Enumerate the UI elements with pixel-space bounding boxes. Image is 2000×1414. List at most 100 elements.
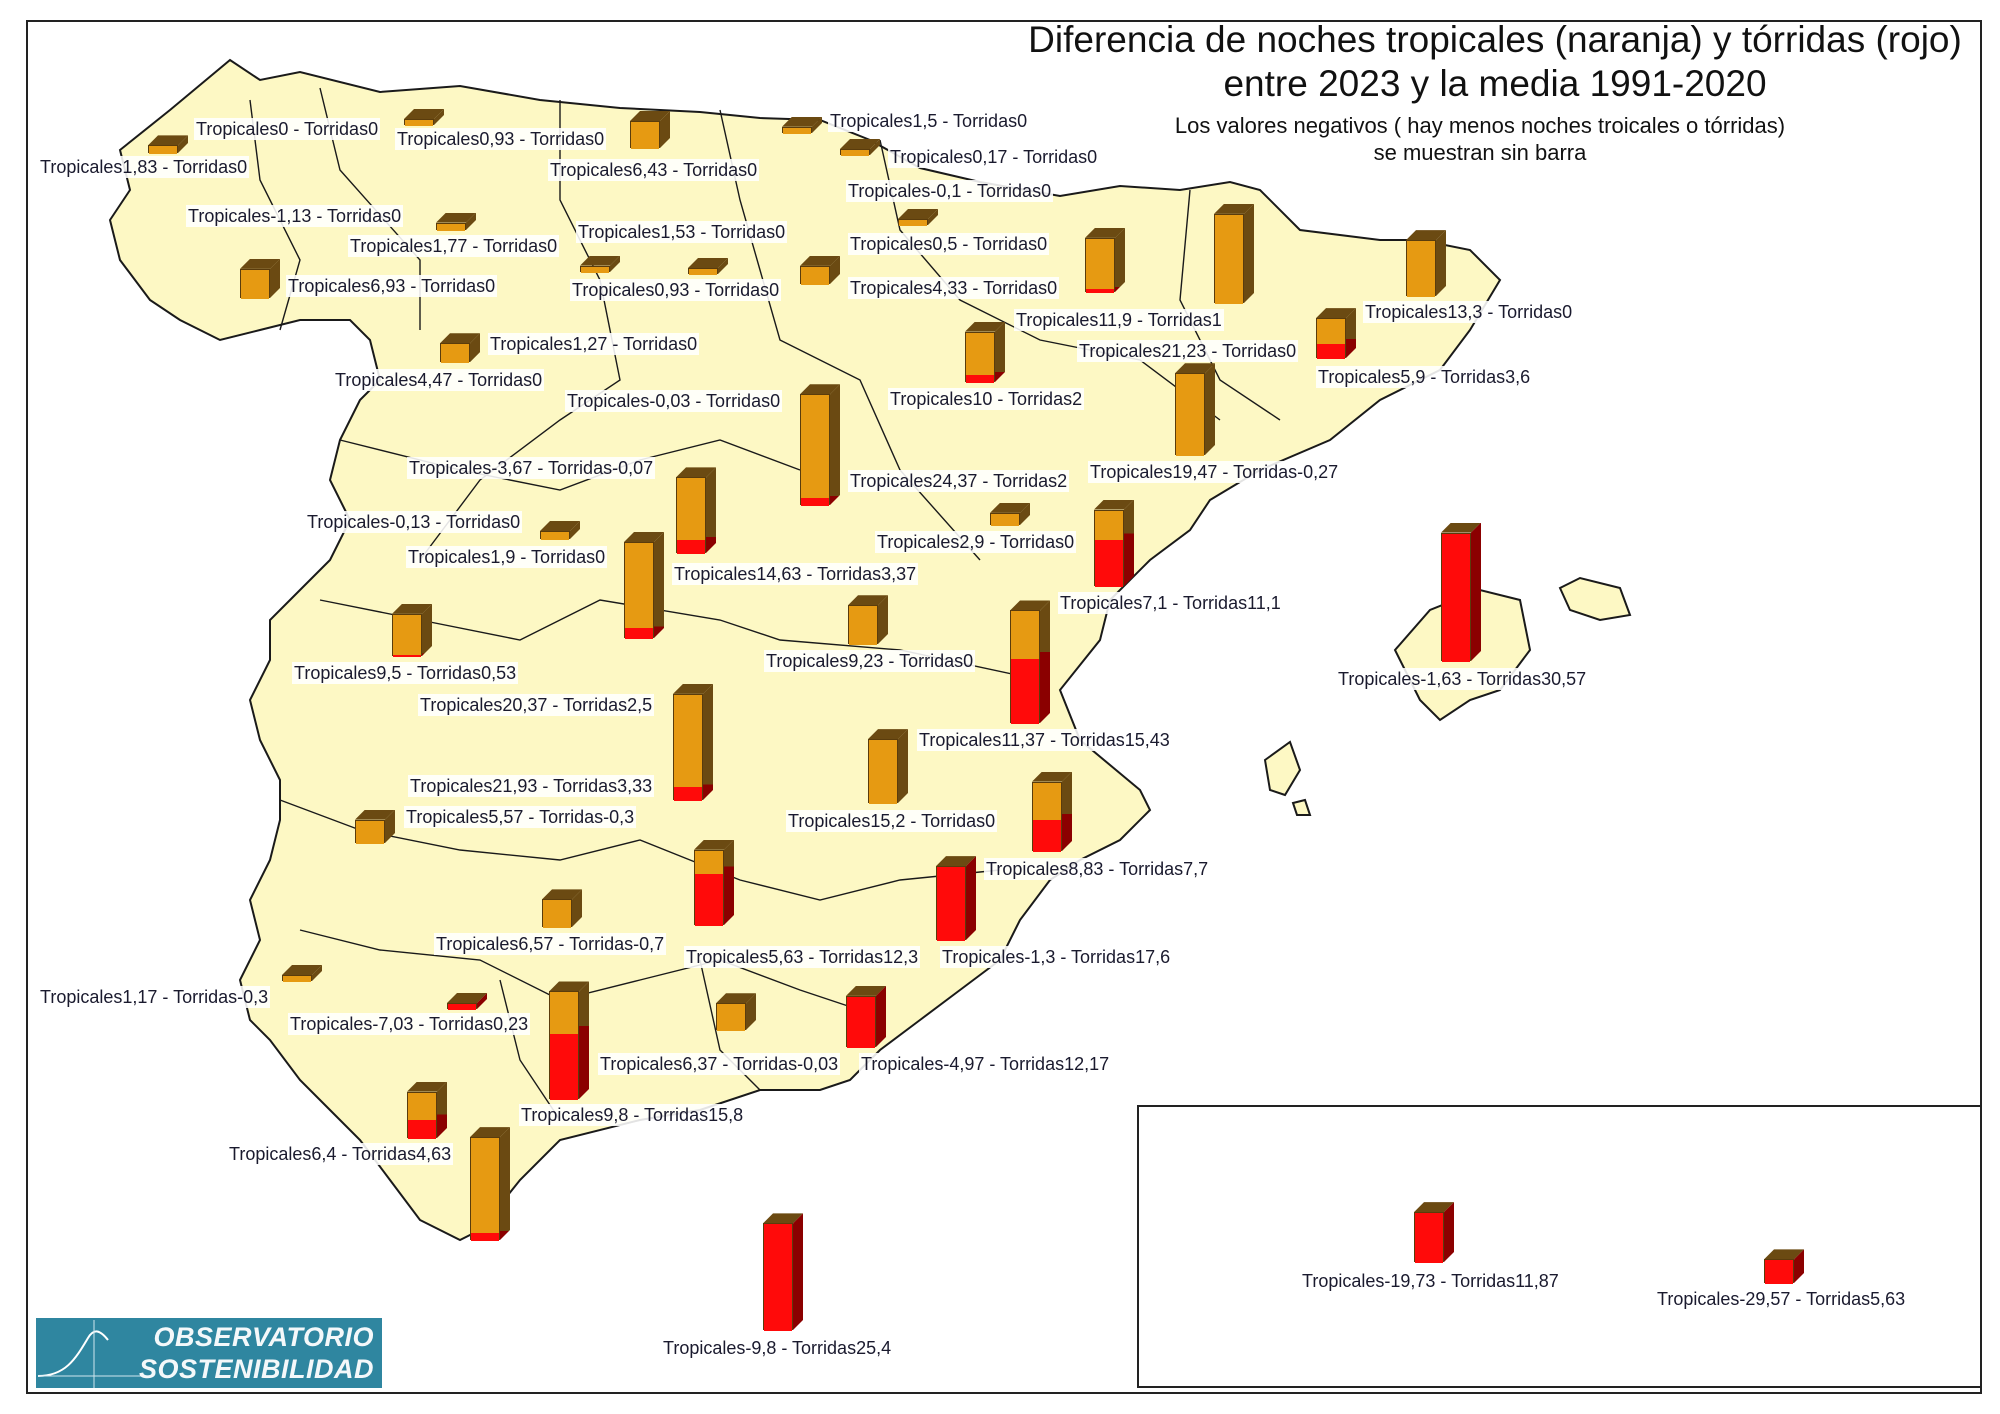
torridas-segment (625, 628, 653, 639)
tropicales-segment (841, 150, 869, 156)
tropicales-segment (625, 542, 653, 629)
bar-front-face (936, 866, 966, 941)
bar-side-face (570, 521, 580, 539)
bar-side-face (724, 840, 734, 925)
torridas-segment (1086, 288, 1114, 293)
province-value-label: Tropicales1,27 - Torridas0 (488, 333, 700, 355)
bar-top-face (782, 116, 822, 127)
tropicales-segment (1095, 510, 1123, 541)
bar-front-face (470, 1137, 500, 1241)
bar-top-face (1764, 1249, 1804, 1260)
province-bar (1316, 308, 1356, 359)
province-value-label: Tropicales-1,13 - Torridas0 (186, 205, 404, 227)
province-value-label: Tropicales5,63 - Torridas12,3 (684, 946, 921, 968)
bar-top-face (1214, 203, 1254, 214)
bar-top-face (1094, 499, 1134, 510)
bar-top-face (282, 965, 322, 975)
bar-front-face (630, 120, 660, 149)
bar-front-face (1406, 240, 1436, 297)
province-value-label: Tropicales-0,13 - Torridas0 (305, 511, 523, 533)
tropicales-segment (283, 976, 311, 982)
province-value-label: Tropicales1,17 - Torridas-0,3 (38, 986, 271, 1008)
province-bar (1032, 771, 1072, 852)
province-value-label: Tropicales1,5 - Torridas0 (828, 110, 1030, 132)
province-bar (404, 109, 444, 126)
bar-side-face (706, 467, 716, 553)
bar-front-face (800, 265, 830, 285)
bar-top-face (447, 993, 487, 1003)
bar-side-face (422, 604, 432, 656)
torridas-segment (1011, 659, 1039, 724)
tropicales-segment (550, 992, 578, 1034)
bar-side-face (466, 213, 476, 230)
province-bar (392, 603, 432, 657)
bar-front-face (1764, 1259, 1794, 1284)
bar-side-face (1444, 1202, 1454, 1262)
torridas-segment (966, 374, 994, 383)
province-value-label: Tropicales24,37 - Torridas2 (848, 470, 1070, 492)
bar-side-face (793, 1213, 803, 1330)
bar-front-face (716, 1003, 746, 1031)
bar-side-face (1062, 772, 1072, 851)
province-value-label: Tropicales9,5 - Torridas0,53 (292, 662, 519, 684)
torridas-segment (550, 1033, 578, 1100)
province-value-label: Tropicales2,9 - Torridas0 (875, 531, 1077, 553)
bar-top-face (407, 1081, 447, 1092)
tropicales-segment (717, 1004, 745, 1031)
bar-top-face (549, 981, 589, 992)
province-value-label: Tropicales5,57 - Torridas-0,3 (404, 806, 637, 828)
tropicales-segment (695, 850, 723, 875)
province-bar (447, 993, 487, 1010)
bar-side-face (1205, 363, 1215, 455)
bar-side-face (876, 986, 886, 1047)
bar-front-face (240, 268, 270, 299)
map-title: Diferencia de noches tropicales (naranja… (1000, 18, 1990, 106)
province-value-label: Tropicales19,47 - Torridas-0,27 (1088, 461, 1341, 483)
bar-side-face (966, 856, 976, 940)
tropicales-segment (471, 1138, 499, 1233)
province-bar (540, 521, 580, 540)
tropicales-segment (149, 146, 177, 154)
torridas-segment (695, 874, 723, 926)
bar-side-face (660, 111, 670, 148)
logo-line-1: OBSERVATORIO (153, 1322, 374, 1352)
province-value-label: Tropicales7,1 - Torridas11,1 (1058, 592, 1283, 614)
bar-front-face (1214, 213, 1244, 304)
tropicales-segment (1317, 319, 1345, 344)
bar-top-face (800, 384, 840, 395)
province-bar (148, 135, 188, 154)
tropicales-segment (408, 1092, 436, 1120)
torridas-segment (1317, 343, 1345, 359)
province-value-label: Tropicales-0,1 - Torridas0 (846, 180, 1054, 202)
province-bar (868, 729, 908, 804)
bar-front-face (1032, 781, 1062, 852)
province-value-label: Tropicales5,9 - Torridas3,6 (1316, 366, 1533, 388)
bar-side-face (1471, 523, 1481, 661)
bar-top-face (1414, 1202, 1454, 1213)
bar-front-face (782, 126, 812, 134)
tropicales-segment (899, 220, 927, 226)
tropicales-segment (966, 332, 994, 375)
bar-side-face (610, 256, 620, 272)
province-bar (716, 993, 756, 1031)
torridas-segment (937, 867, 965, 941)
province-value-label: Tropicales0 - Torridas0 (194, 118, 381, 140)
province-value-label: Tropicales10 - Torridas2 (888, 388, 1085, 410)
menorca-island (1558, 576, 1632, 622)
bar-front-face (436, 222, 466, 231)
province-bar (1441, 522, 1481, 662)
bar-front-face (580, 265, 610, 273)
formentera-island (1291, 798, 1312, 816)
province-bar (676, 467, 716, 554)
bar-top-face (1406, 230, 1446, 241)
bar-front-face (868, 739, 898, 804)
province-value-label: Tropicales-9,8 - Torridas25,4 (661, 1337, 894, 1359)
map-subtitle: Los valores negativos ( hay menos noches… (1120, 112, 1840, 166)
province-bar (840, 139, 880, 156)
province-bar (1764, 1249, 1804, 1284)
tropicales-segment (674, 694, 702, 787)
bar-side-face (1436, 230, 1446, 296)
province-value-label: Tropicales0,93 - Torridas0 (570, 279, 782, 301)
province-value-label: Tropicales0,5 - Torridas0 (848, 233, 1050, 255)
torridas-segment (1095, 540, 1123, 587)
